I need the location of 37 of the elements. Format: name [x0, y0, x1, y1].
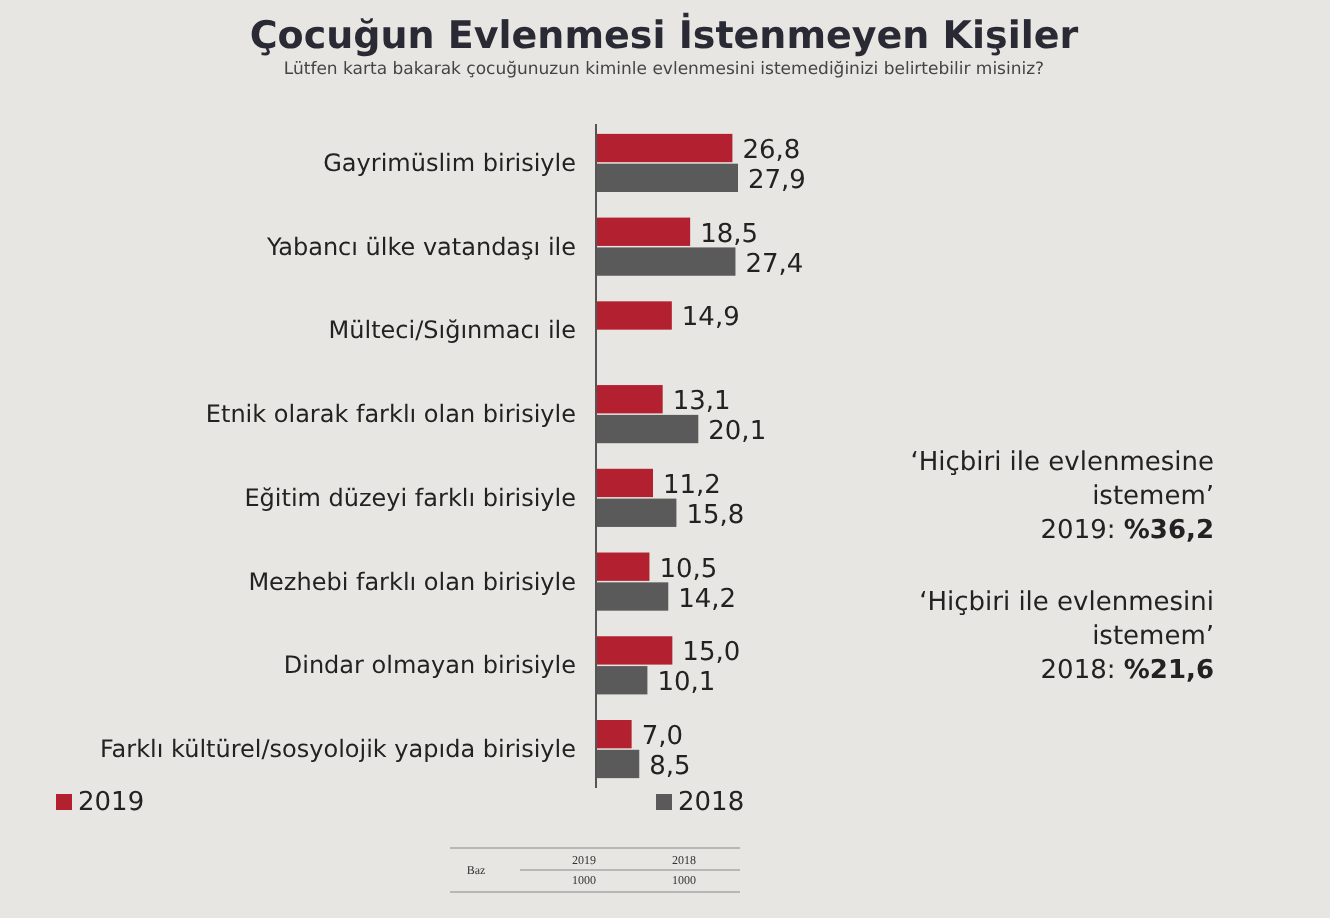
- y-tick-label: Etnik olarak farklı olan birisiyle: [205, 400, 576, 429]
- chart-subtitle: Lütfen karta bakarak çocuğunuzun kiminle evlenmesini istemediğinizi belirtebilir misiniz?: [283, 60, 1045, 80]
- y-tick-label: Mezhebi farklı olan birisiyle: [248, 567, 576, 596]
- text: ‘Hiçbiri ile evlenmesini istemem’ 2018: %21,6: [919, 588, 1214, 686]
- bar: [596, 636, 673, 665]
- data-label: 11,2: [663, 470, 721, 501]
- data-label: 15,0: [682, 638, 741, 669]
- data-label: 27,4: [745, 249, 804, 280]
- y-tick-label: Dindar olmayan birisiyle: [283, 651, 576, 680]
- data-label: 10,5: [659, 554, 718, 585]
- bar: [596, 385, 663, 414]
- bar: [596, 468, 653, 498]
- data-label: 27,9: [748, 165, 806, 196]
- y-tick-label: Yabancı ülke vatandaşı ile: [264, 232, 576, 261]
- bar: [596, 719, 632, 749]
- bar: [596, 133, 733, 163]
- bar: [596, 552, 650, 581]
- data-label: 20,1: [708, 417, 767, 448]
- chart-title: Çocuğun Evlenmesi İstenmeyen Kişiler: [249, 12, 1080, 58]
- data-label: 8,5: [649, 751, 691, 782]
- data-label: 15,8: [686, 500, 745, 531]
- y-tick-label: Mülteci/Sığınmacı ile: [328, 316, 576, 345]
- data-label: 13,1: [672, 387, 731, 418]
- data-label: 18,5: [700, 219, 759, 250]
- bar: [596, 217, 691, 246]
- text: ‘Hiçbiri ile evlenmesine istemem’ 2019: %36,2: [910, 448, 1214, 546]
- y-tick-label: Farklı kültürel/sosyolojik yapıda birisiyle: [100, 735, 576, 764]
- legend-label: 2019: [78, 788, 145, 818]
- y-tick-label: Gayrimüslim birisiyle: [323, 148, 576, 177]
- y-tick-label: Eğitim düzeyi farklı birisiyle: [244, 483, 576, 512]
- data-label: 26,8: [742, 136, 801, 167]
- data-label: 7,0: [641, 722, 683, 753]
- data-label: 14,2: [678, 584, 737, 615]
- bar: [596, 301, 672, 330]
- legend-label: 2018: [678, 788, 745, 818]
- data-label: 10,1: [657, 668, 716, 699]
- data-label: 14,9: [681, 303, 740, 334]
